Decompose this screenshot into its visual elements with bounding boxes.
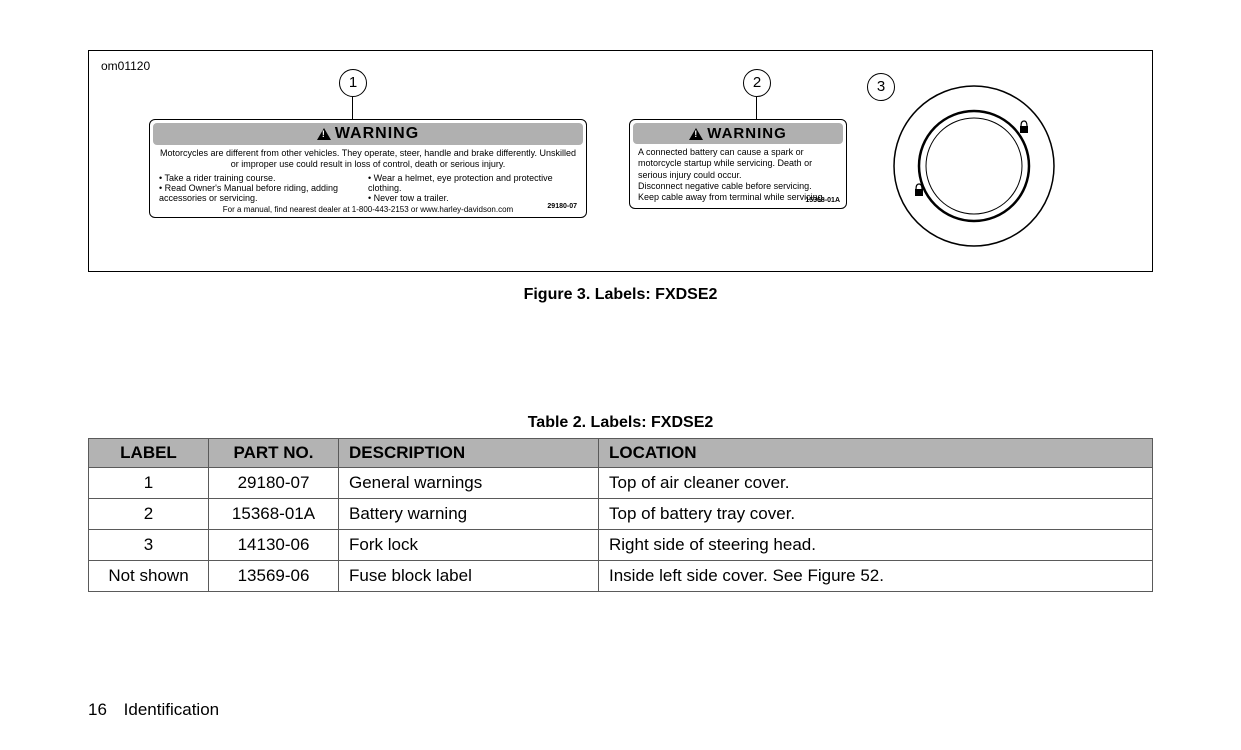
cell-description: Fuse block label <box>339 561 599 592</box>
cell-description: Fork lock <box>339 530 599 561</box>
warning-1-title: WARNING <box>335 125 419 143</box>
section-name: Identification <box>124 700 219 719</box>
warning-triangle-icon <box>317 128 331 140</box>
cell-location: Right side of steering head. <box>599 530 1153 561</box>
cell-description: Battery warning <box>339 499 599 530</box>
th-description: DESCRIPTION <box>339 439 599 468</box>
warning-1-footer: For a manual, find nearest dealer at 1-8… <box>153 203 583 214</box>
th-location: LOCATION <box>599 439 1153 468</box>
cell-location: Inside left side cover. See Figure 52. <box>599 561 1153 592</box>
cell-label: 1 <box>89 468 209 499</box>
warning-1-footer-text: For a manual, find nearest dealer at 1-8… <box>223 205 513 214</box>
warning-label-2: WARNING A connected battery can cause a … <box>629 119 847 209</box>
cell-location: Top of battery tray cover. <box>599 499 1153 530</box>
page-footer: 16 Identification <box>88 700 219 720</box>
warning-2-line: A connected battery can cause a spark or… <box>638 147 838 181</box>
table-caption: Table 2. Labels: FXDSE2 <box>88 414 1153 432</box>
cell-label: Not shown <box>89 561 209 592</box>
warning-2-title: WARNING <box>707 125 787 142</box>
callout-line-1 <box>352 97 353 119</box>
warning-2-header: WARNING <box>633 123 843 144</box>
cell-description: General warnings <box>339 468 599 499</box>
warning-1-header: WARNING <box>153 123 583 145</box>
table-row: 3 14130-06 Fork lock Right side of steer… <box>89 530 1153 561</box>
cell-partno: 29180-07 <box>209 468 339 499</box>
callout-line-2 <box>756 97 757 119</box>
warning-1-bullet: • Never tow a trailer. <box>368 193 577 203</box>
callout-2: 2 <box>743 69 771 97</box>
table-row: 2 15368-01A Battery warning Top of batte… <box>89 499 1153 530</box>
warning-1-bullets: • Take a rider training course. • Read O… <box>153 173 583 203</box>
cell-partno: 14130-06 <box>209 530 339 561</box>
cell-location: Top of air cleaner cover. <box>599 468 1153 499</box>
warning-2-body: A connected battery can cause a spark or… <box>633 144 843 205</box>
warning-2-part: 15368-01A <box>805 197 840 204</box>
warning-triangle-icon <box>689 128 703 140</box>
callout-1: 1 <box>339 69 367 97</box>
table-row: Not shown 13569-06 Fuse block label Insi… <box>89 561 1153 592</box>
warning-label-1: WARNING Motorcycles are different from o… <box>149 119 587 218</box>
page-number: 16 <box>88 700 107 719</box>
table-header-row: LABEL PART NO. DESCRIPTION LOCATION <box>89 439 1153 468</box>
warning-2-line: Disconnect negative cable before servici… <box>638 181 838 192</box>
figure-caption: Figure 3. Labels: FXDSE2 <box>88 286 1153 304</box>
cell-partno: 13569-06 <box>209 561 339 592</box>
cell-label: 3 <box>89 530 209 561</box>
warning-1-bullet: • Read Owner's Manual before riding, add… <box>159 183 368 203</box>
warning-1-part: 29180-07 <box>547 203 577 210</box>
figure-id-code: om01120 <box>101 59 150 73</box>
cell-partno: 15368-01A <box>209 499 339 530</box>
warning-1-bullet: • Wear a helmet, eye protection and prot… <box>368 173 577 193</box>
table-row: 1 29180-07 General warnings Top of air c… <box>89 468 1153 499</box>
fork-lock-diagram <box>879 81 1059 256</box>
warning-1-bullet: • Take a rider training course. <box>159 173 368 183</box>
figure-box: om01120 1 2 3 WARNING Motorcycles are di… <box>88 50 1153 272</box>
th-label: LABEL <box>89 439 209 468</box>
th-partno: PART NO. <box>209 439 339 468</box>
cell-label: 2 <box>89 499 209 530</box>
warning-1-intro: Motorcycles are different from other veh… <box>153 145 583 173</box>
labels-table: LABEL PART NO. DESCRIPTION LOCATION 1 29… <box>88 438 1153 592</box>
